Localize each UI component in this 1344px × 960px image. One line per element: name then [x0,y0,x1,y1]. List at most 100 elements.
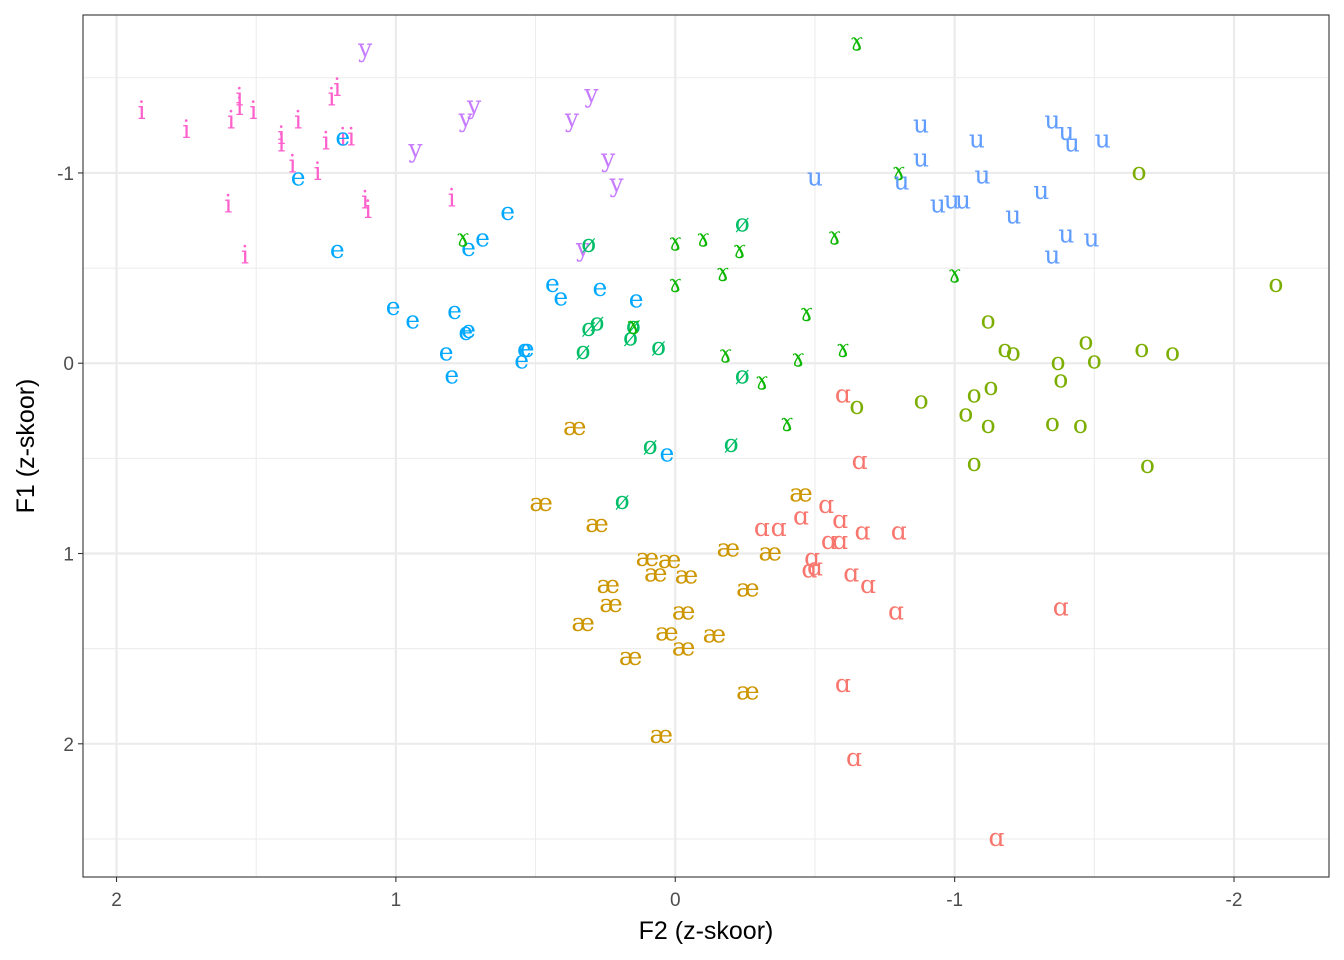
point-o: o [1053,364,1068,393]
point-ɤ: ɤ [827,222,841,251]
point-u: u [975,161,991,190]
point-ø: ø [576,336,591,365]
point-e: e [545,269,560,298]
point-ø: ø [615,486,630,515]
point-æ: æ [644,558,668,587]
point-ɑ: ɑ [832,505,848,534]
point-æ: æ [658,545,682,574]
point-o: o [981,305,996,334]
point-i: i [249,96,257,125]
point-ɤ: ɤ [732,235,746,264]
point-o: o [1006,338,1021,367]
point-ɤ: ɤ [626,311,640,340]
point-o: o [849,391,864,420]
point-e: e [475,224,490,253]
point-o: o [1131,157,1146,186]
x-tick-label: 0 [670,890,681,911]
point-u: u [1095,125,1111,154]
point-æ: æ [636,543,660,572]
point-u: u [1005,201,1021,230]
point-y: y [609,168,625,197]
point-y: y [407,134,423,163]
point-æ: æ [596,570,620,599]
point-æ: æ [563,412,587,441]
point-i: i [448,184,456,213]
point-æ: æ [703,619,727,648]
point-ɤ: ɤ [836,334,850,363]
point-e: e [517,334,532,363]
point-i: i [227,106,235,135]
point-æ: æ [599,589,623,618]
point-e: e [500,197,515,226]
y-axis-ticks: -1 0 1 2 [57,164,83,756]
point-æ: æ [571,608,595,637]
point-ɤ: ɤ [696,224,710,253]
point-o: o [1073,410,1088,439]
x-tick-label: 2 [111,890,122,911]
point-o: o [1087,345,1102,374]
point-e: e [444,361,459,390]
point-ø: ø [623,322,638,351]
point-i: i [322,126,330,155]
point-i: i [224,189,232,218]
point-y: y [357,33,373,62]
point-y: y [575,233,591,262]
point-i: i [333,73,341,102]
point-ɤ: ɤ [755,366,769,395]
point-y: y [458,104,474,133]
point-e: e [335,123,350,152]
point-i: i [138,96,146,125]
point-e: e [447,296,462,325]
point-ɑ: ɑ [821,526,837,555]
point-y: y [466,90,482,119]
point-æ: æ [619,642,643,671]
point-u: u [1058,117,1074,146]
x-axis-title: F2 (z-skoor) [639,917,774,945]
point-u: u [894,166,910,195]
point-u: u [955,185,971,214]
point-æ: æ [650,720,674,749]
y-axis-title: F1 (z-skoor) [12,379,40,514]
point-e: e [386,292,401,321]
point-ɑ: ɑ [793,501,809,530]
point-ɤ: ɤ [716,258,730,287]
point-æ: æ [736,676,760,705]
x-axis-ticks: 2 1 0 -1 -2 [111,877,1242,911]
point-e: e [629,284,644,313]
point-ɑ: ɑ [771,513,787,542]
point-ø: ø [581,229,596,258]
point-i: i [182,115,190,144]
point-y: y [600,144,616,173]
point-o: o [967,380,982,409]
point-o: o [983,372,998,401]
point-ɤ: ɤ [719,340,733,369]
point-ɑ: ɑ [846,743,862,772]
point-u: u [913,144,929,173]
point-o: o [914,385,929,414]
point-i: i [364,195,372,224]
point-æ: æ [736,574,760,603]
point-ɑ: ɑ [891,517,907,546]
point-o: o [958,399,973,428]
point-ø: ø [735,361,750,390]
point-i: i [241,241,249,270]
point-ø: ø [651,332,666,361]
point-ɤ: ɤ [850,28,864,57]
point-e: e [461,315,476,344]
y-tick-label: 2 [63,735,74,756]
point-ɑ: ɑ [1053,593,1069,622]
y-tick-label: -1 [57,164,74,185]
point-ɤ: ɤ [456,224,470,253]
point-i: i [361,185,369,214]
point-æ: æ [672,597,696,626]
point-y: y [564,104,580,133]
point-ɑ: ɑ [835,380,851,409]
point-o: o [1268,269,1283,298]
point-e: e [659,439,674,468]
point-ɑ: ɑ [835,669,851,698]
point-ø: ø [724,429,739,458]
point-æ: æ [585,509,609,538]
point-u: u [944,185,960,214]
point-i: i [277,128,285,157]
